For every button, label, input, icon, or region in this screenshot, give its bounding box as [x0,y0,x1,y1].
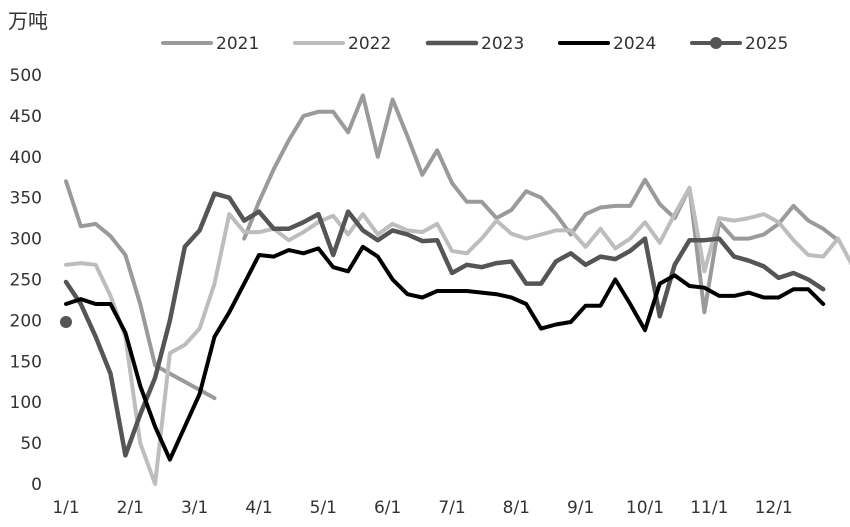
legend-item-2021: 2021 [161,34,259,54]
x-tick-label: 5/1 [310,498,337,518]
y-tick-label: 250 [10,271,42,291]
x-tick-label: 1/1 [52,498,79,518]
y-tick-label: 100 [10,393,42,413]
y-tick-label: 450 [10,107,42,127]
plot-area [60,93,850,486]
x-axis: 1/1 2/1 3/1 4/1 5/1 6/1 7/1 8/1 9/1 10/1 11/1 12/1 [52,498,792,518]
y-tick-label: 350 [10,189,42,209]
legend-marker [710,37,722,49]
legend-label: 2024 [613,34,656,54]
series-line-2021 [64,179,217,401]
legend-item-2022: 2022 [293,34,391,54]
legend-label: 2021 [216,34,259,54]
x-tick-label: 6/1 [374,498,401,518]
y-tick-label: 500 [10,66,42,86]
x-tick-label: 10/1 [626,498,664,518]
legend: 2021 2022 2023 2024 2025 [161,34,788,54]
y-tick-label: 150 [10,352,42,372]
y-tick-label: 400 [10,148,42,168]
series-line-2021 [242,93,840,315]
series-point-2025 [60,316,72,329]
x-tick-label: 2/1 [117,498,144,518]
y-axis: 0 50 100 150 200 250 300 350 400 450 500 [10,66,42,495]
x-tick-label: 12/1 [755,498,793,518]
x-tick-label: 4/1 [245,498,272,518]
series-line-2024 [64,244,826,462]
x-tick-label: 8/1 [503,498,530,518]
y-tick-label: 300 [10,230,42,250]
y-tick-label: 200 [10,311,42,331]
y-tick-label: 50 [20,434,42,454]
x-tick-label: 3/1 [181,498,208,518]
unit-label: 万吨 [8,9,48,33]
x-tick-label: 11/1 [690,498,728,518]
legend-item-2025: 2025 [690,34,788,54]
legend-label: 2025 [745,34,788,54]
legend-item-2024: 2024 [558,34,656,54]
y-tick-label: 0 [31,475,42,495]
x-tick-label: 9/1 [567,498,594,518]
series-line-2023 [63,191,826,458]
legend-label: 2022 [348,34,391,54]
series-line-2022 [64,185,850,486]
legend-item-2023: 2023 [425,34,524,54]
x-tick-label: 7/1 [438,498,465,518]
legend-label: 2023 [481,34,524,54]
